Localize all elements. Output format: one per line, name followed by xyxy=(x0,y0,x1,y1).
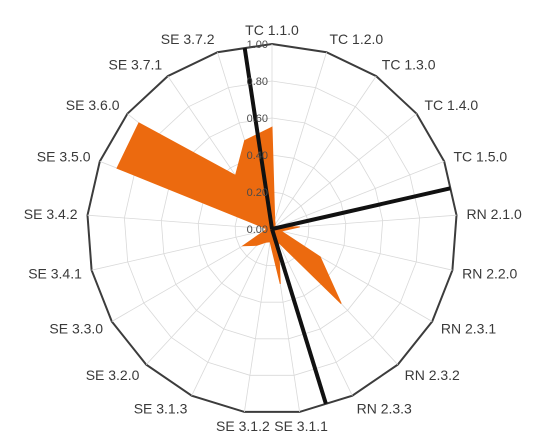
category-label-se-3-7-1: SE 3.7.1 xyxy=(108,57,162,73)
category-label-tc-1-5-0: TC 1.5.0 xyxy=(454,148,508,164)
category-label-se-3-5-0: SE 3.5.0 xyxy=(37,148,91,164)
category-label-rn-2-3-1: RN 2.3.1 xyxy=(441,321,496,337)
group-separator xyxy=(242,47,274,230)
category-labels: TC 1.1.0 TC 1.2.0 TC 1.3.0 TC 1.4.0 TC 1.5.0… xyxy=(24,22,522,434)
category-label-se-3-6-0: SE 3.6.0 xyxy=(66,97,120,113)
category-label-se-3-1-1: SE 3.1.1 xyxy=(274,418,328,434)
category-label-rn-2-3-3: RN 2.3.3 xyxy=(357,400,412,416)
category-separators xyxy=(242,47,451,405)
tick-label: 0.20 xyxy=(247,187,268,199)
category-label-tc-1-2-0: TC 1.2.0 xyxy=(330,31,384,47)
category-label-se-3-1-3: SE 3.1.3 xyxy=(134,400,188,416)
category-label-tc-1-1-0: TC 1.1.0 xyxy=(245,22,299,38)
radar-spoke xyxy=(87,214,273,230)
category-label-tc-1-4-0: TC 1.4.0 xyxy=(425,97,479,113)
category-label-rn-2-3-2: RN 2.3.2 xyxy=(405,367,460,383)
group-separator xyxy=(271,186,451,231)
category-label-rn-2-1-0: RN 2.1.0 xyxy=(467,206,522,222)
tick-label: 0.40 xyxy=(247,150,268,162)
series-area-0 xyxy=(116,122,342,304)
category-label-se-3-7-2: SE 3.7.2 xyxy=(161,31,215,47)
radar-spoke xyxy=(271,75,377,230)
radar-spoke xyxy=(271,52,327,230)
radar-spoke xyxy=(271,228,453,271)
radar-spoke xyxy=(145,228,273,365)
radial-tick-labels: 0.00 0.20 0.40 0.60 0.80 1.00 xyxy=(247,39,268,236)
category-label-se-3-4-2: SE 3.4.2 xyxy=(24,206,78,222)
radar-outer-ring xyxy=(86,42,458,413)
category-label-se-3-4-1: SE 3.4.1 xyxy=(28,265,82,281)
tick-label: 0.80 xyxy=(247,76,268,88)
radar-spoke xyxy=(91,228,273,271)
category-label-se-3-3-0: SE 3.3.0 xyxy=(49,321,103,337)
tick-label: 1.00 xyxy=(247,39,268,51)
radar-spoke xyxy=(191,228,273,396)
category-label-se-3-2-0: SE 3.2.0 xyxy=(86,367,140,383)
radar-spoke xyxy=(271,113,417,230)
radar-spoke xyxy=(271,228,353,396)
tick-label: 0.60 xyxy=(247,113,268,125)
category-label-rn-2-2-0: RN 2.2.0 xyxy=(462,265,517,281)
category-label-tc-1-3-0: TC 1.3.0 xyxy=(382,57,436,73)
radar-spoke xyxy=(271,161,445,230)
group-separator xyxy=(270,228,328,405)
radar-spoke xyxy=(271,214,457,230)
radar-series xyxy=(116,122,342,304)
radar-spoke xyxy=(244,228,273,412)
tick-label: 0.00 xyxy=(247,224,268,236)
category-label-se-3-1-2: SE 3.1.2 xyxy=(216,418,270,434)
